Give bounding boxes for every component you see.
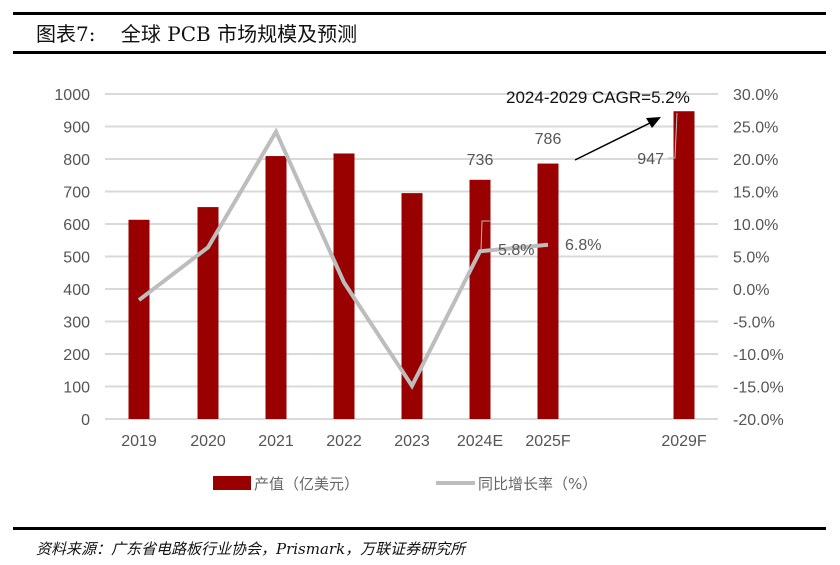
bar bbox=[537, 163, 559, 419]
arrow-head-icon bbox=[646, 117, 661, 128]
right-axis-tick: -10.0% bbox=[733, 347, 784, 364]
right-axis-tick: -5.0% bbox=[733, 315, 775, 332]
bar bbox=[197, 207, 219, 419]
line-data-label: 5.8% bbox=[498, 242, 534, 259]
x-axis-tick: 2020 bbox=[190, 433, 226, 450]
left-axis-tick: 900 bbox=[63, 120, 90, 137]
right-axis-tick: 20.0% bbox=[733, 152, 778, 169]
left-axis-tick: 500 bbox=[63, 250, 90, 267]
cagr-annotation: 2024-2029 CAGR=5.2% bbox=[506, 88, 690, 107]
x-axis-tick: 2022 bbox=[326, 433, 362, 450]
legend-label: 同比增长率（%） bbox=[478, 475, 597, 493]
x-axis-tick: 2025F bbox=[525, 433, 571, 450]
x-axis-tick: 2024E bbox=[457, 433, 503, 450]
x-axis-tick: 2019 bbox=[121, 433, 157, 450]
right-axis-tick: 30.0% bbox=[733, 87, 778, 104]
bar-data-label: 786 bbox=[535, 131, 562, 148]
bar-data-label: 736 bbox=[467, 152, 494, 169]
x-axis-tick: 2029F bbox=[661, 433, 707, 450]
left-axis-tick: 700 bbox=[63, 185, 90, 202]
right-axis-tick: 25.0% bbox=[733, 120, 778, 137]
cagr-arrow bbox=[574, 121, 653, 161]
bar bbox=[469, 179, 491, 419]
right-axis-tick: -15.0% bbox=[733, 380, 784, 397]
source-top-rule bbox=[13, 527, 826, 530]
left-axis-tick: 400 bbox=[63, 282, 90, 299]
bar bbox=[401, 193, 423, 419]
title-top-rule bbox=[13, 12, 826, 15]
right-axis-tick: 10.0% bbox=[733, 217, 778, 234]
legend-swatch-bar bbox=[213, 476, 251, 490]
right-axis-tick: 0.0% bbox=[733, 282, 769, 299]
title-bottom-rule bbox=[13, 51, 826, 54]
leader-line bbox=[480, 220, 490, 251]
bar bbox=[128, 219, 150, 419]
left-axis-tick: 200 bbox=[63, 347, 90, 364]
x-axis-tick: 2023 bbox=[394, 433, 430, 450]
bar bbox=[333, 153, 355, 419]
right-axis-tick: 5.0% bbox=[733, 250, 769, 267]
right-axis-tick: -20.0% bbox=[733, 412, 784, 429]
leader-line bbox=[668, 112, 678, 159]
left-axis-tick: 800 bbox=[63, 152, 90, 169]
bar-data-label: 947 bbox=[637, 151, 664, 168]
bar bbox=[265, 156, 287, 419]
left-axis-tick: 1000 bbox=[54, 87, 90, 104]
left-axis-tick: 300 bbox=[63, 315, 90, 332]
bar bbox=[673, 111, 695, 419]
left-axis-tick: 100 bbox=[63, 380, 90, 397]
chart: 0 100 200 300 400 500 600 700 800 900 1000 -20.0% -1… bbox=[54, 87, 784, 493]
legend-label: 产值（亿美元） bbox=[254, 475, 359, 493]
source-note: 资料来源：广东省电路板行业协会，Prismark，万联证券研究所 bbox=[36, 540, 466, 558]
left-axis-tick: 600 bbox=[63, 217, 90, 234]
left-axis-tick: 0 bbox=[81, 412, 90, 429]
x-axis-tick: 2021 bbox=[258, 433, 294, 450]
figure-title: 图表7: 全球 PCB 市场规模及预测 bbox=[36, 22, 358, 46]
right-axis-tick: 15.0% bbox=[733, 185, 778, 202]
line-data-label: 6.8% bbox=[565, 237, 601, 254]
